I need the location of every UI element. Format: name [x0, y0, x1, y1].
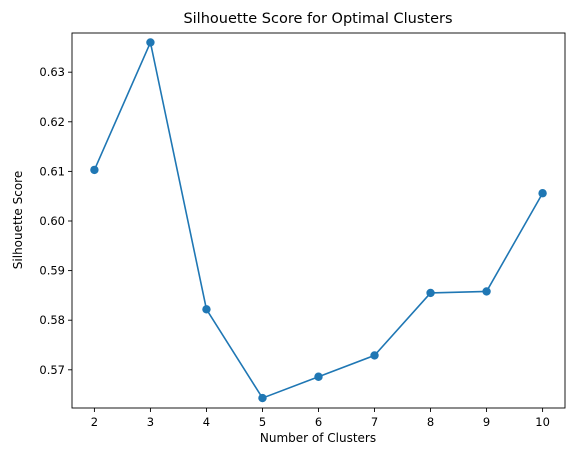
y-tick-label: 0.61	[39, 164, 65, 178]
data-point	[538, 189, 547, 198]
x-tick-label: 3	[147, 415, 154, 429]
y-tick-label: 0.62	[39, 115, 65, 129]
y-tick-label: 0.60	[39, 214, 65, 228]
x-tick-label: 2	[91, 415, 98, 429]
chart-title: Silhouette Score for Optimal Clusters	[183, 11, 452, 27]
data-point	[370, 351, 379, 360]
x-axis-label: Number of Clusters	[260, 431, 376, 445]
y-axis-label: Silhouette Score	[11, 171, 25, 269]
data-point	[202, 305, 211, 314]
x-tick-label: 4	[203, 415, 210, 429]
x-tick-label: 8	[427, 415, 434, 429]
data-point	[146, 38, 155, 47]
data-point	[426, 288, 435, 298]
y-tick-label: 0.58	[39, 313, 65, 327]
y-tick-label: 0.59	[39, 264, 65, 278]
x-tick-label: 5	[259, 415, 266, 429]
series-line	[93, 39, 544, 400]
plot-area-frame	[71, 32, 566, 409]
axis-ticks: 2 3 4 5 6 7 8 9 10 0.57 0.58 0.59 0.60 0.61 0.62 0.63	[39, 65, 550, 429]
data-point	[314, 372, 323, 381]
y-tick-label: 0.63	[39, 65, 65, 79]
x-tick-label: 7	[371, 415, 378, 429]
data-series	[90, 38, 547, 403]
data-point	[482, 287, 491, 296]
x-tick-label: 10	[535, 415, 550, 429]
y-tick-label: 0.57	[39, 363, 65, 377]
x-tick-label: 9	[483, 415, 490, 429]
data-point	[258, 393, 267, 403]
data-point	[90, 165, 99, 175]
x-tick-label: 6	[315, 415, 322, 429]
